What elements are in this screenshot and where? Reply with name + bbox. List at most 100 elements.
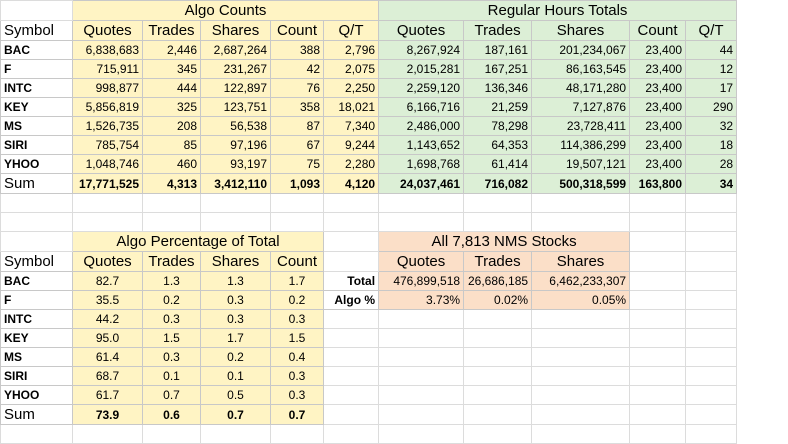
nms-total-cell[interactable]: 6,462,233,307 [531,271,631,291]
algo-count-cell[interactable]: 715,911 [72,59,143,79]
algo-percentage-cell[interactable]: 0.5 [200,385,271,405]
regular-hours-column-header[interactable]: Trades [463,20,533,41]
nms-column-header[interactable]: Trades [463,251,533,272]
algo-percentage-cell[interactable]: 0.3 [270,366,324,386]
empty-cell[interactable] [270,212,324,232]
regular-hours-cell[interactable]: 23,400 [629,59,687,79]
algo-count-cell[interactable]: 785,754 [72,135,143,155]
algo-count-cell[interactable]: 5,856,819 [72,97,143,117]
empty-cell[interactable] [270,193,324,213]
empty-cell[interactable] [378,366,465,386]
empty-cell[interactable] [685,366,738,386]
algo-percentage-cell[interactable]: 0.2 [200,347,271,367]
empty-cell[interactable] [531,385,631,405]
algo-percentage-column-header[interactable]: Quotes [72,251,143,272]
empty-cell[interactable] [531,193,631,213]
regular-hours-cell[interactable]: 6,166,716 [378,97,465,117]
algo-counts-column-header[interactable]: Count [270,20,324,41]
empty-cell[interactable] [322,231,380,252]
regular-hours-cell[interactable]: 21,259 [463,97,533,117]
algo-percentage-sum-cell[interactable]: 0.7 [270,404,324,425]
empty-cell[interactable] [463,347,533,367]
regular-hours-cell[interactable]: 114,386,299 [531,135,631,155]
empty-cell[interactable] [685,231,738,252]
regular-hours-cell[interactable]: 2,259,120 [378,78,465,98]
algo-count-cell[interactable]: 998,877 [72,78,143,98]
regular-hours-cell[interactable]: 12 [685,59,738,79]
empty-cell[interactable] [322,404,380,425]
symbol-cell[interactable]: SIRI [0,135,73,155]
empty-cell[interactable] [531,309,631,329]
symbol-cell[interactable]: MS [0,116,73,136]
empty-cell[interactable] [322,212,380,232]
empty-cell[interactable] [322,328,380,348]
algo-count-cell[interactable]: 325 [142,97,201,117]
empty-cell[interactable] [463,424,533,444]
empty-cell[interactable] [0,193,73,213]
algo-count-cell[interactable]: 123,751 [200,97,271,117]
empty-cell[interactable] [378,328,465,348]
nms-total-label[interactable]: Total [322,271,380,291]
empty-cell[interactable] [685,424,738,444]
regular-hours-cell[interactable]: 48,171,280 [531,78,631,98]
algo-count-cell[interactable]: 42 [270,59,324,79]
algo-percentage-cell[interactable]: 0.7 [142,385,201,405]
nms-stocks-title[interactable]: All 7,813 NMS Stocks [378,231,631,252]
algo-count-sum-cell[interactable]: 1,093 [270,173,324,194]
regular-hours-cell[interactable]: 1,698,768 [378,154,465,174]
algo-count-cell[interactable]: 2,075 [322,59,380,79]
algo-count-cell[interactable]: 93,197 [200,154,271,174]
symbol-cell[interactable]: INTC [0,309,73,329]
algo-percentage-cell[interactable]: 0.4 [270,347,324,367]
empty-cell[interactable] [629,193,687,213]
nms-algo-cell[interactable]: 0.05% [531,290,631,310]
algo-counts-title[interactable]: Algo Counts [71,0,380,21]
empty-cell[interactable] [685,193,738,213]
empty-cell[interactable] [0,231,73,252]
regular-hours-cell[interactable]: 136,346 [463,78,533,98]
empty-cell[interactable] [463,328,533,348]
algo-percentage-cell[interactable]: 61.4 [72,347,143,367]
algo-counts-column-header[interactable]: Q/T [322,20,380,41]
algo-count-sum-cell[interactable]: 17,771,525 [72,173,143,194]
empty-cell[interactable] [629,385,687,405]
empty-cell[interactable] [322,385,380,405]
empty-cell[interactable] [142,193,201,213]
regular-hours-column-header[interactable]: Shares [531,20,631,41]
regular-hours-sum-cell[interactable]: 24,037,461 [378,173,465,194]
regular-hours-cell[interactable]: 19,507,121 [531,154,631,174]
empty-cell[interactable] [322,366,380,386]
regular-hours-cell[interactable]: 32 [685,116,738,136]
algo-percentage-cell[interactable]: 1.3 [142,271,201,291]
regular-hours-cell[interactable]: 167,251 [463,59,533,79]
algo-count-sum-cell[interactable]: 3,412,110 [200,173,271,194]
empty-cell[interactable] [629,290,687,310]
algo-percentage-cell[interactable]: 44.2 [72,309,143,329]
empty-cell[interactable] [531,212,631,232]
empty-cell[interactable] [685,212,738,232]
algo-count-cell[interactable]: 1,526,735 [72,116,143,136]
algo-count-cell[interactable]: 208 [142,116,201,136]
empty-cell[interactable] [72,212,143,232]
empty-cell[interactable] [378,309,465,329]
algo-count-cell[interactable]: 76 [270,78,324,98]
algo-count-cell[interactable]: 18,021 [322,97,380,117]
empty-cell[interactable] [531,424,631,444]
algo-percentage-cell[interactable]: 0.2 [270,290,324,310]
empty-cell[interactable] [629,212,687,232]
symbol-cell[interactable]: INTC [0,78,73,98]
symbol-header[interactable]: Symbol [0,251,73,272]
empty-cell[interactable] [629,404,687,425]
algo-count-cell[interactable]: 7,340 [322,116,380,136]
regular-hours-cell[interactable]: 44 [685,40,738,60]
symbol-cell[interactable]: F [0,59,73,79]
regular-hours-cell[interactable]: 23,400 [629,40,687,60]
regular-hours-cell[interactable]: 86,163,545 [531,59,631,79]
empty-cell[interactable] [463,404,533,425]
algo-count-cell[interactable]: 6,838,683 [72,40,143,60]
empty-cell[interactable] [629,231,687,252]
nms-column-header[interactable]: Shares [531,251,631,272]
algo-count-cell[interactable]: 122,897 [200,78,271,98]
algo-count-cell[interactable]: 345 [142,59,201,79]
algo-percentage-cell[interactable]: 1.7 [200,328,271,348]
